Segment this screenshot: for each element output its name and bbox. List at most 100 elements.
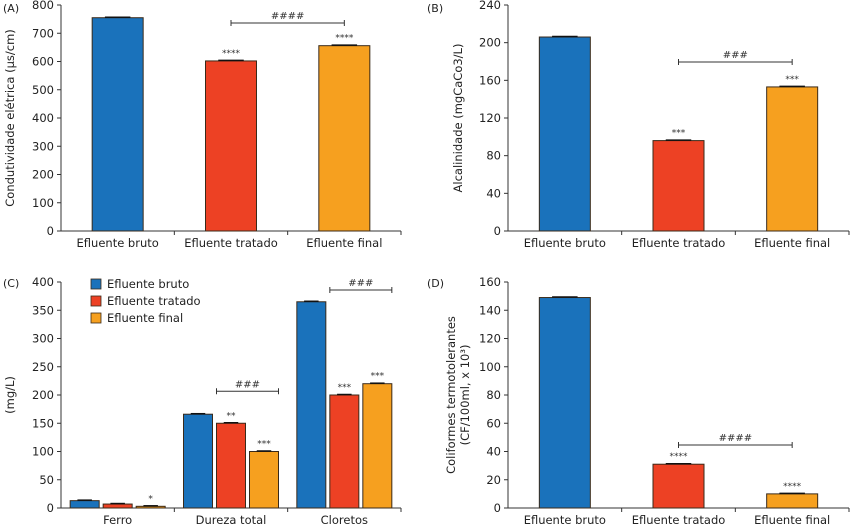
y-tick-label: 800	[32, 0, 54, 12]
y-tick-label: 0	[494, 224, 501, 238]
panel-label: (A)	[3, 2, 19, 15]
y-tick-label: 100	[479, 360, 501, 374]
y-tick-label: 50	[39, 473, 54, 487]
bar	[318, 45, 371, 232]
legend-item: Efluente bruto	[90, 277, 189, 291]
y-tick-label: 160	[479, 275, 501, 289]
y-tick-label: 0	[494, 501, 501, 515]
bar	[205, 60, 257, 232]
bracket-label: ####	[719, 433, 753, 444]
y-tick-label: 400	[32, 275, 54, 289]
y-tick-label: 100	[32, 196, 54, 210]
bracket-label: ###	[348, 278, 373, 289]
bar	[102, 503, 133, 509]
significance-label: ****	[783, 482, 802, 492]
y-tick-label: 40	[486, 445, 501, 459]
x-tick-label: Efluente final	[306, 236, 382, 250]
y-tick-label: 20	[486, 473, 501, 487]
y-axis-title-units: (CF/100ml, x 10³)	[458, 345, 472, 446]
significance-label: ****	[222, 49, 241, 59]
bar	[296, 301, 327, 509]
legend-swatch	[90, 312, 102, 324]
panel-c: (C) 0 50 100 150 200 250 300 350 400 Ferro Dureza t…	[3, 275, 402, 525]
panel-label: (D)	[427, 277, 444, 290]
y-tick-label: 700	[32, 26, 54, 40]
legend-swatch	[90, 295, 102, 307]
x-tick-label: Cloretos	[321, 513, 368, 525]
y-tick-label: 60	[486, 416, 501, 430]
y-axis-title: Alcalinidade (mgCaCo3/L)	[451, 44, 465, 193]
x-tick-label: Efluente tratado	[632, 236, 726, 250]
y-tick-label: 200	[32, 388, 54, 402]
bar	[766, 493, 819, 509]
significance-label: ***	[672, 129, 686, 139]
y-axis-title: Condutividade elétrica (µs/cm)	[3, 29, 17, 207]
significance-label: **	[227, 411, 237, 421]
bar	[69, 500, 100, 509]
panel-label: (C)	[3, 277, 19, 290]
x-tick-label: Ferro	[103, 513, 132, 525]
significance-label: ***	[371, 372, 385, 382]
x-tick-label: Dureza total	[196, 513, 267, 525]
legend-label: Efluente tratado	[107, 294, 201, 308]
bar	[766, 86, 819, 232]
y-tick-label: 400	[32, 111, 54, 125]
y-tick-label: 240	[479, 0, 501, 12]
y-tick-label: 300	[32, 139, 54, 153]
y-tick-label: 150	[32, 416, 54, 430]
bar	[183, 413, 213, 509]
significance-label: ***	[257, 440, 271, 450]
legend-label: Efluente final	[107, 311, 183, 325]
panel-b: (B) 0 40 80 120 160 200 240 Efluente bruto Efluen…	[427, 0, 850, 250]
panel-a: (A) 0 100 200 300 400 500 600 700 800 Efluente bru…	[3, 0, 402, 250]
y-tick-label: 250	[32, 360, 54, 374]
legend-label: Efluente bruto	[107, 277, 189, 291]
y-tick-label: 0	[47, 501, 54, 515]
y-tick-label: 80	[486, 388, 501, 402]
x-tick-label: Efluente final	[754, 513, 830, 525]
significance-label: ***	[338, 383, 352, 393]
legend-item: Efluente tratado	[90, 294, 201, 308]
panel-label: (B)	[427, 2, 443, 15]
y-axis-title: (mg/L)	[3, 376, 17, 414]
significance-label: *	[148, 494, 153, 504]
legend-item: Efluente final	[90, 311, 183, 325]
y-tick-label: 0	[47, 224, 54, 238]
bar	[538, 297, 591, 509]
y-tick-label: 160	[479, 73, 501, 87]
y-tick-label: 200	[479, 36, 501, 50]
x-tick-label: Efluente final	[754, 236, 830, 250]
bracket-label: ###	[235, 379, 260, 390]
y-axis-title: Coliformes termotolerantes	[444, 316, 458, 474]
y-tick-label: 100	[32, 445, 54, 459]
y-tick-label: 140	[479, 303, 501, 317]
y-tick-label: 120	[479, 332, 501, 346]
bar	[329, 394, 360, 509]
bracket-label: ###	[723, 50, 748, 61]
y-tick-label: 200	[32, 168, 54, 182]
significance-label: ****	[670, 452, 689, 462]
bar	[135, 505, 166, 509]
bar	[362, 383, 393, 509]
legend-swatch	[90, 278, 102, 290]
bar	[652, 463, 705, 509]
x-tick-label: Efluente bruto	[524, 513, 606, 525]
bar	[216, 422, 246, 509]
significance-label: ***	[785, 75, 799, 85]
y-tick-label: 350	[32, 303, 54, 317]
significance-label: ****	[335, 34, 354, 44]
x-tick-label: Efluente tratado	[184, 236, 278, 250]
bar	[91, 17, 144, 232]
y-tick-label: 40	[486, 186, 501, 200]
y-tick-label: 80	[486, 149, 501, 163]
y-tick-label: 300	[32, 332, 54, 346]
x-tick-label: Efluente bruto	[77, 236, 159, 250]
bar	[249, 451, 279, 509]
panel-d: (D) 0 20 40 60 80 100 120 140 160 Efluente bruto Ef…	[427, 275, 850, 525]
bar	[538, 36, 591, 232]
bar	[652, 140, 705, 232]
bracket-label: ####	[271, 11, 305, 22]
y-tick-label: 500	[32, 83, 54, 97]
x-tick-label: Efluente bruto	[524, 236, 606, 250]
